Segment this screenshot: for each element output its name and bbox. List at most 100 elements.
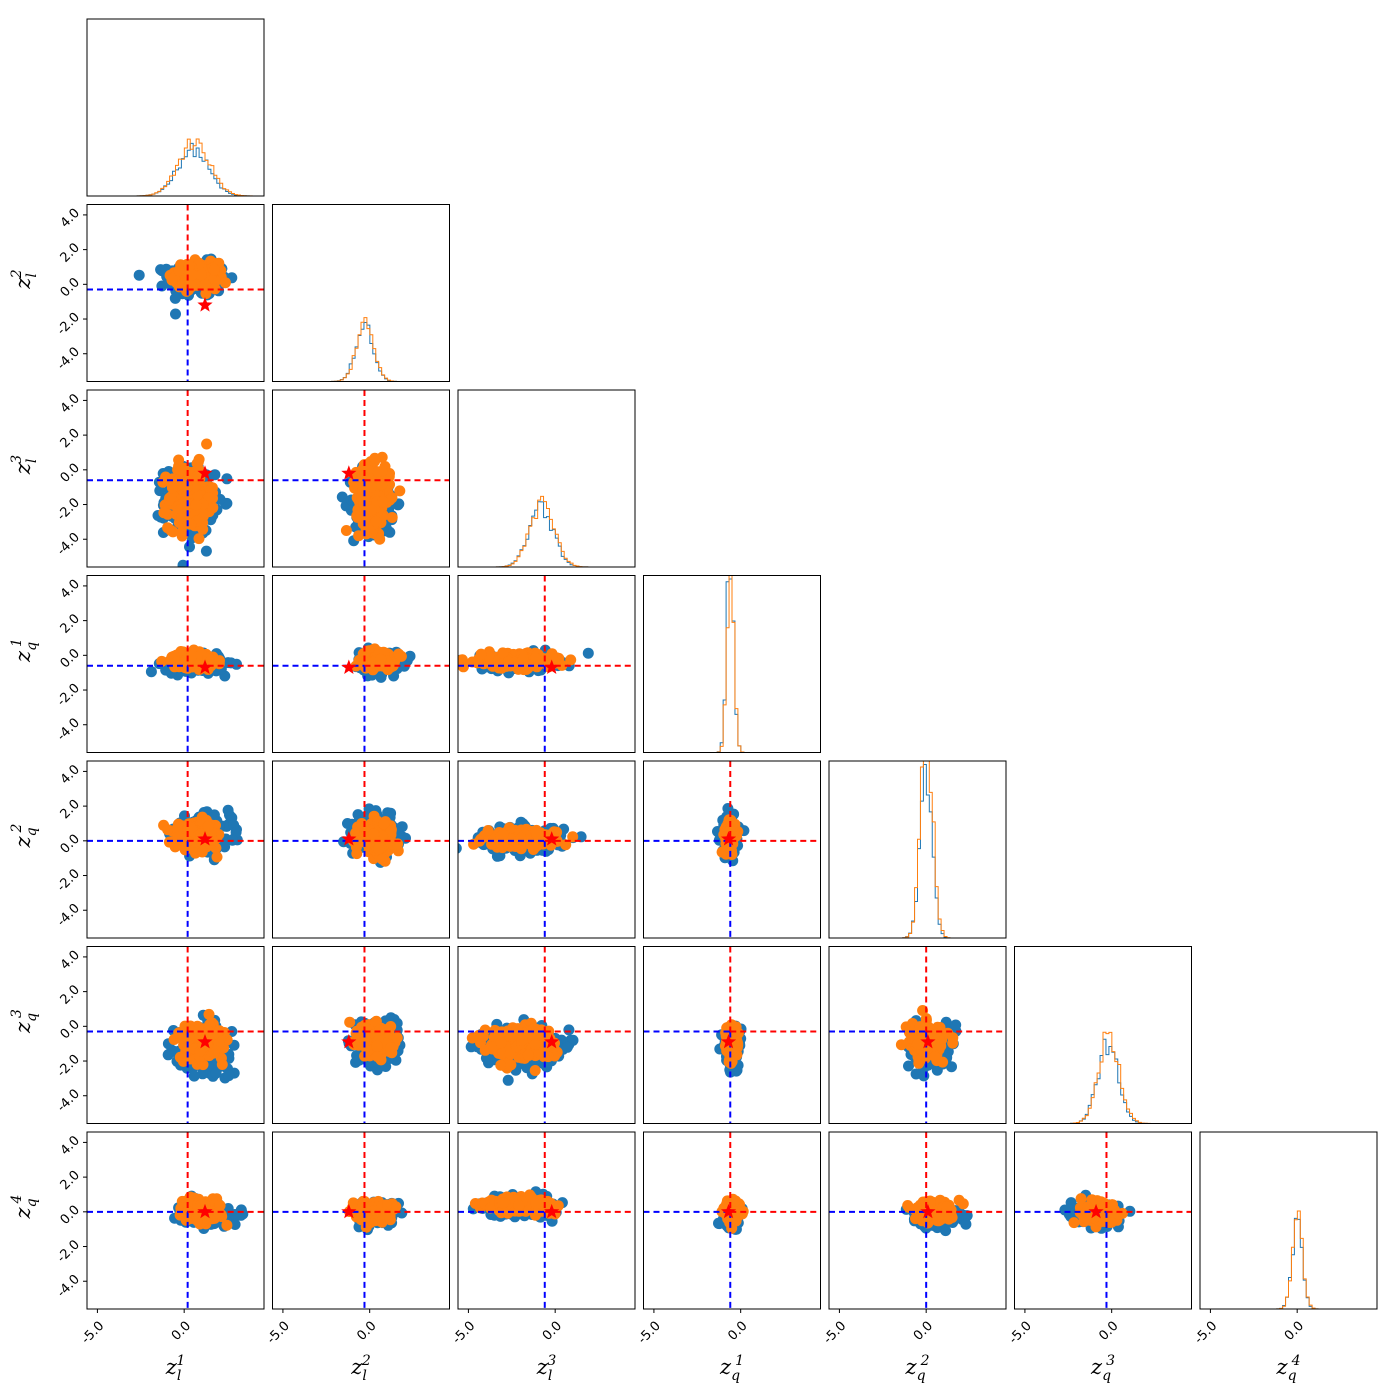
scatter-point <box>385 825 397 837</box>
histogram-series-1 <box>643 575 821 753</box>
scatter-point <box>173 454 185 466</box>
scatter-point <box>181 285 193 297</box>
y-tick-label: -2.0 <box>54 681 83 710</box>
scatter-point <box>173 265 185 277</box>
scatter-series-1 <box>340 451 406 545</box>
y-tick-label: -2.0 <box>54 866 83 895</box>
scatter-point <box>158 507 170 519</box>
histogram-series-0 <box>829 764 1006 938</box>
scatter-point <box>374 533 386 545</box>
scatter-point <box>177 559 189 567</box>
scatter-point <box>353 654 365 666</box>
scatter-point <box>530 652 542 664</box>
y-tick-label: 2.0 <box>58 611 83 636</box>
truth-star-marker <box>197 465 213 480</box>
y-tick-label: 0.0 <box>58 832 83 857</box>
scatter-point <box>366 504 378 516</box>
scatter-point <box>575 831 587 843</box>
scatter-point <box>365 481 377 493</box>
scatter-point <box>376 853 388 865</box>
truth-star-marker <box>197 297 213 312</box>
scatter-point <box>193 453 205 465</box>
scatter-point <box>154 485 166 497</box>
scatter-point <box>176 526 188 538</box>
scatter-point <box>172 823 183 835</box>
scatter-point <box>165 491 177 503</box>
panel-4-1 <box>272 760 450 939</box>
scatter-point <box>372 466 384 478</box>
panel-4-3 <box>643 760 821 939</box>
panel-4-2 <box>457 760 636 939</box>
scatter-point <box>211 851 223 863</box>
scatter-point <box>183 260 195 272</box>
scatter-point <box>166 482 178 494</box>
y-tick-label: 4.0 <box>58 577 83 602</box>
scatter-point <box>209 469 221 481</box>
scatter-point <box>186 269 198 281</box>
scatter-point <box>369 452 381 464</box>
scatter-point <box>375 653 387 665</box>
scatter-point <box>206 833 218 845</box>
scatter-point <box>493 662 505 674</box>
truth-star-marker <box>197 1033 213 1049</box>
scatter-point <box>177 1055 189 1067</box>
y-tick-label: 4.0 <box>58 206 83 231</box>
scatter-point <box>458 661 469 673</box>
scatter-point <box>133 269 145 281</box>
scatter-point <box>216 1059 228 1070</box>
scatter-point <box>516 656 528 668</box>
y-tick-label: 2.0 <box>58 797 83 822</box>
scatter-point <box>184 1033 196 1045</box>
y-tick-label: -4.0 <box>54 345 83 374</box>
scatter-point <box>370 515 382 527</box>
scatter-point <box>378 818 390 830</box>
scatter-point <box>179 1020 191 1032</box>
scatter-point <box>162 1049 174 1061</box>
scatter-point <box>193 533 205 545</box>
panel-frame <box>457 575 636 753</box>
panel-2-1 <box>272 389 450 568</box>
truth-star-marker <box>197 659 213 674</box>
y-tick-label: 4.0 <box>58 762 83 787</box>
scatter-point <box>567 831 579 843</box>
y-tick-label: 2.0 <box>58 240 83 265</box>
truth-star-marker <box>544 659 560 674</box>
scatter-point <box>208 1047 220 1059</box>
scatter-point <box>475 648 487 660</box>
y-tick-label: 2.0 <box>58 426 83 451</box>
scatter-series-1 <box>157 438 219 545</box>
panel-frame <box>457 760 636 939</box>
truth-star-marker <box>341 831 357 846</box>
scatter-point <box>351 848 363 860</box>
y-tick-label: 0.0 <box>58 461 83 486</box>
histogram-series-0 <box>643 578 821 753</box>
scatter-point <box>186 650 198 662</box>
scatter-point <box>357 463 369 475</box>
scatter-point <box>373 843 385 855</box>
panel-frame <box>86 575 265 753</box>
histogram-series-1 <box>829 761 1006 938</box>
scatter-point <box>497 829 509 841</box>
scatter-point <box>377 496 389 508</box>
panel-frame <box>828 760 1007 939</box>
panel-3-0: 4.02.00.0-2.0-4.0 <box>54 575 265 753</box>
scatter-point <box>207 502 219 514</box>
y-tick-label: -2.0 <box>54 1052 83 1081</box>
scatter-point <box>560 839 572 851</box>
scatter-point <box>190 499 202 511</box>
scatter-point <box>203 1008 215 1020</box>
scatter-point <box>497 647 509 659</box>
panel-frame <box>86 18 265 197</box>
scatter-point <box>209 283 221 295</box>
panel-4-0: 4.0 2.0 0.0 -2.0 -4.0 <box>54 760 265 939</box>
scatter-point <box>210 1067 222 1079</box>
y-tick-label: -4.0 <box>54 901 83 930</box>
scatter-point <box>458 843 462 854</box>
scatter-point <box>344 1016 356 1028</box>
panel-2-0: 4.02.00.0-2.0-4.0 <box>54 389 265 568</box>
scatter-point <box>169 292 181 304</box>
panel-frame <box>643 575 821 753</box>
panel-frame <box>272 204 450 382</box>
panel-2-2 <box>457 389 636 568</box>
